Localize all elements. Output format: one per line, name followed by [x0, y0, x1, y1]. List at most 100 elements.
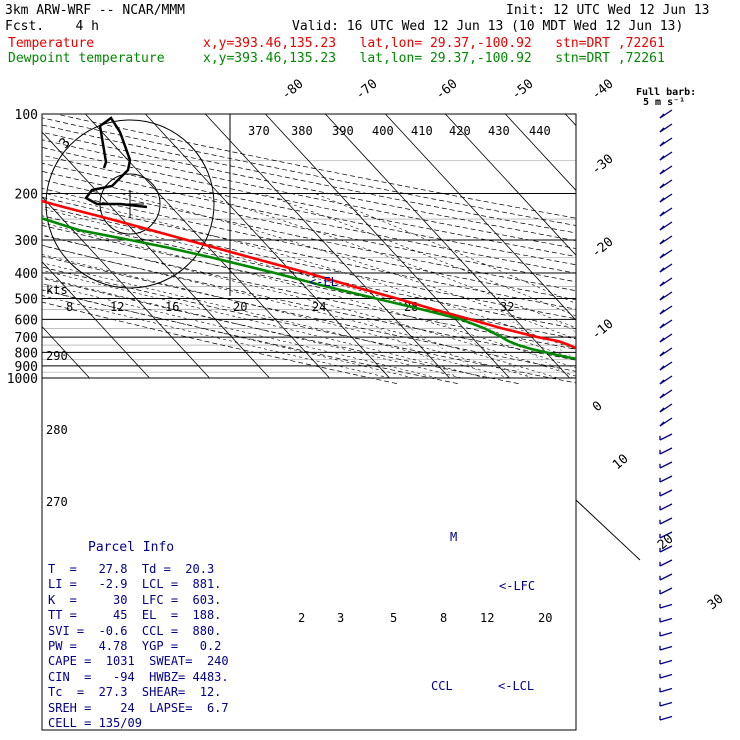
- moist-adiabat-line: [315, 193, 576, 304]
- dry-adiabat-line: [42, 225, 576, 340]
- isotherm-label: -20: [589, 234, 617, 261]
- sounding-annotations: <-EL <-LFC <-LCL CCL M: [309, 275, 535, 693]
- dry-adiabat-line: [55, 114, 576, 219]
- wind-barb: [659, 503, 673, 511]
- dry-adiabat-line: [42, 277, 519, 384]
- barb-unit-label: 5 m s⁻¹: [643, 97, 686, 108]
- wind-barb: [659, 291, 673, 301]
- theta-label: 370: [248, 124, 270, 138]
- dewpoint-location-info: x,y=393.46,135.23 lat,lon= 29.37,-100.92…: [203, 51, 665, 66]
- isotherm-line: [385, 114, 576, 321]
- hodograph-outer-ring: [45, 119, 215, 289]
- wind-barb: [659, 151, 673, 161]
- mixing-ratio-label: 8: [66, 300, 73, 314]
- theta-label: 390: [332, 124, 354, 138]
- dry-adiabat-line: [42, 124, 576, 234]
- mixing-ratio-label: 32: [500, 300, 514, 314]
- wind-barb: [659, 645, 673, 651]
- pressure-tick-label: 200: [15, 187, 38, 202]
- isotherm-label: -40: [589, 76, 617, 103]
- wind-barb: [659, 659, 673, 665]
- wind-barb: [659, 263, 673, 273]
- isotherm-label: -70: [353, 76, 381, 103]
- pressure-tick-label: 300: [15, 234, 38, 249]
- wind-barb: [659, 137, 673, 147]
- dry-adiabat-line: [42, 206, 576, 320]
- wind-barb: [659, 123, 673, 133]
- wind-barb: [659, 701, 673, 707]
- theta-left-label: 290: [46, 349, 68, 363]
- dry-adiabat-line: [42, 188, 576, 301]
- mixing-ratio-label: 20: [233, 300, 247, 314]
- hodograph-trace: [84, 116, 148, 209]
- sounding-annotation: <-LCL: [498, 679, 534, 693]
- sounding-annotation: CCL: [431, 679, 453, 693]
- dry-adiabat-line: [42, 301, 397, 384]
- sounding-annotation: <-LFC: [499, 579, 535, 593]
- init-time: Init: 12 UTC Wed 12 Jun 13: [506, 3, 710, 18]
- isotherm-line: [42, 261, 150, 379]
- parcel-info-row: LI = -2.9 LCL = 881.: [48, 577, 222, 592]
- isotherm-line: [505, 114, 576, 191]
- wind-barb: [659, 631, 673, 637]
- full-barb-label: Full barb:: [636, 87, 697, 98]
- wind-barb: [659, 207, 673, 217]
- theta-label: 410: [411, 124, 433, 138]
- wind-barb: [659, 361, 673, 371]
- moist-adiabat-line: [42, 276, 462, 379]
- temperature-trace: [42, 199, 576, 350]
- isotherm-label: -60: [433, 76, 461, 103]
- wind-barb: [659, 517, 673, 525]
- wind-barb: [659, 165, 673, 175]
- frame-edge: [575, 499, 641, 561]
- mixing-ratio-line: [435, 319, 533, 379]
- mixing-ratio-label: 16: [165, 300, 179, 314]
- pressure-tick-label: 800: [15, 346, 38, 361]
- temperature-location-info: x,y=393.46,135.23 lat,lon= 29.37,-100.92…: [203, 36, 665, 51]
- isotherm-line: [445, 114, 576, 256]
- pressure-tick-label: 700: [15, 331, 38, 346]
- sounding-traces: [42, 199, 576, 361]
- isotherm-line: [265, 114, 510, 379]
- dry-adiabat-line: [42, 266, 576, 384]
- mixing-ratio-line: [395, 319, 490, 379]
- wind-barb: [659, 193, 673, 203]
- parcel-info-row: CAPE = 1031 SWEAT= 240: [48, 654, 229, 669]
- wind-barb: [659, 433, 673, 441]
- wind-barb: [659, 559, 673, 567]
- mixing-ratio-line: [365, 319, 459, 379]
- dry-adiabat-line: [42, 255, 576, 372]
- wind-barb: [659, 531, 673, 539]
- isotherm-label: -30: [589, 151, 617, 178]
- temperature-legend: Temperature: [8, 36, 95, 51]
- pressure-tick-label: 900: [15, 360, 38, 375]
- theta-label: 420: [449, 124, 471, 138]
- wind-barb: [659, 715, 673, 721]
- pressure-tick-label: 600: [15, 313, 38, 328]
- dry-adiabat-line: [42, 196, 576, 310]
- parcel-info-row: SVI = -0.6 CCL = 880.: [48, 623, 222, 638]
- isotherm-line: [42, 131, 270, 379]
- dry-adiabat-line: [42, 215, 576, 330]
- wind-barb: [659, 475, 673, 483]
- dry-adiabat-line: [42, 170, 576, 283]
- wind-barb: [659, 305, 673, 315]
- moist-adiabat-line: [42, 295, 390, 379]
- parcel-info-row: Tc = 27.3 SHEAR= 12.: [48, 685, 222, 700]
- wind-barb: [659, 673, 673, 679]
- isotherm-label: -50: [509, 76, 537, 103]
- moist-adiabat-line: [42, 222, 576, 369]
- isotherm-line: [42, 326, 90, 379]
- dry-adiabat-line: [42, 131, 576, 242]
- wind-barb: [659, 687, 673, 693]
- wind-barb: [659, 389, 673, 399]
- pressure-tick-label: 1000: [7, 372, 38, 387]
- theta-label: 430: [488, 124, 510, 138]
- parcel-info-row: PW = 4.78 YGP = 0.2: [48, 639, 222, 653]
- mixing-ratio-label: 20: [538, 611, 552, 625]
- wind-barb: [659, 375, 673, 385]
- theta-left-label: 270: [46, 495, 68, 509]
- wind-barb: [659, 447, 673, 455]
- wind-barb: [659, 235, 673, 245]
